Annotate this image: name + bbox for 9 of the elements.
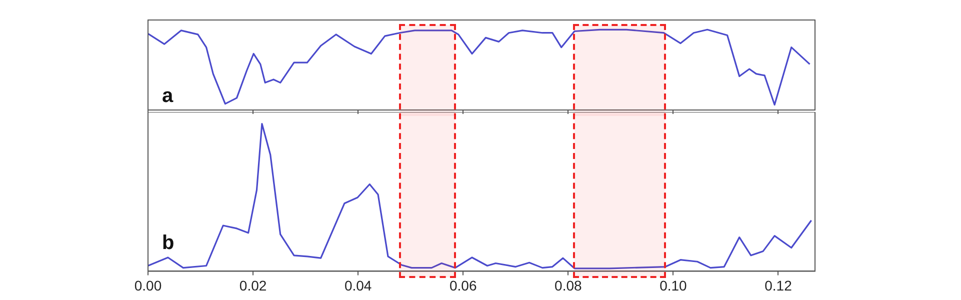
x-tick-label: 0.04 <box>344 277 372 294</box>
x-tick-label: 0.10 <box>660 277 688 294</box>
x-tick-label: 0.06 <box>449 277 477 294</box>
x-tick-label: 0.02 <box>239 277 267 294</box>
x-tick-label: 0.00 <box>134 277 162 294</box>
x-tick-label: 0.12 <box>764 277 792 294</box>
x-tick-label: 0.08 <box>554 277 582 294</box>
annotation: b <box>162 232 174 254</box>
annotation: a <box>162 85 174 107</box>
